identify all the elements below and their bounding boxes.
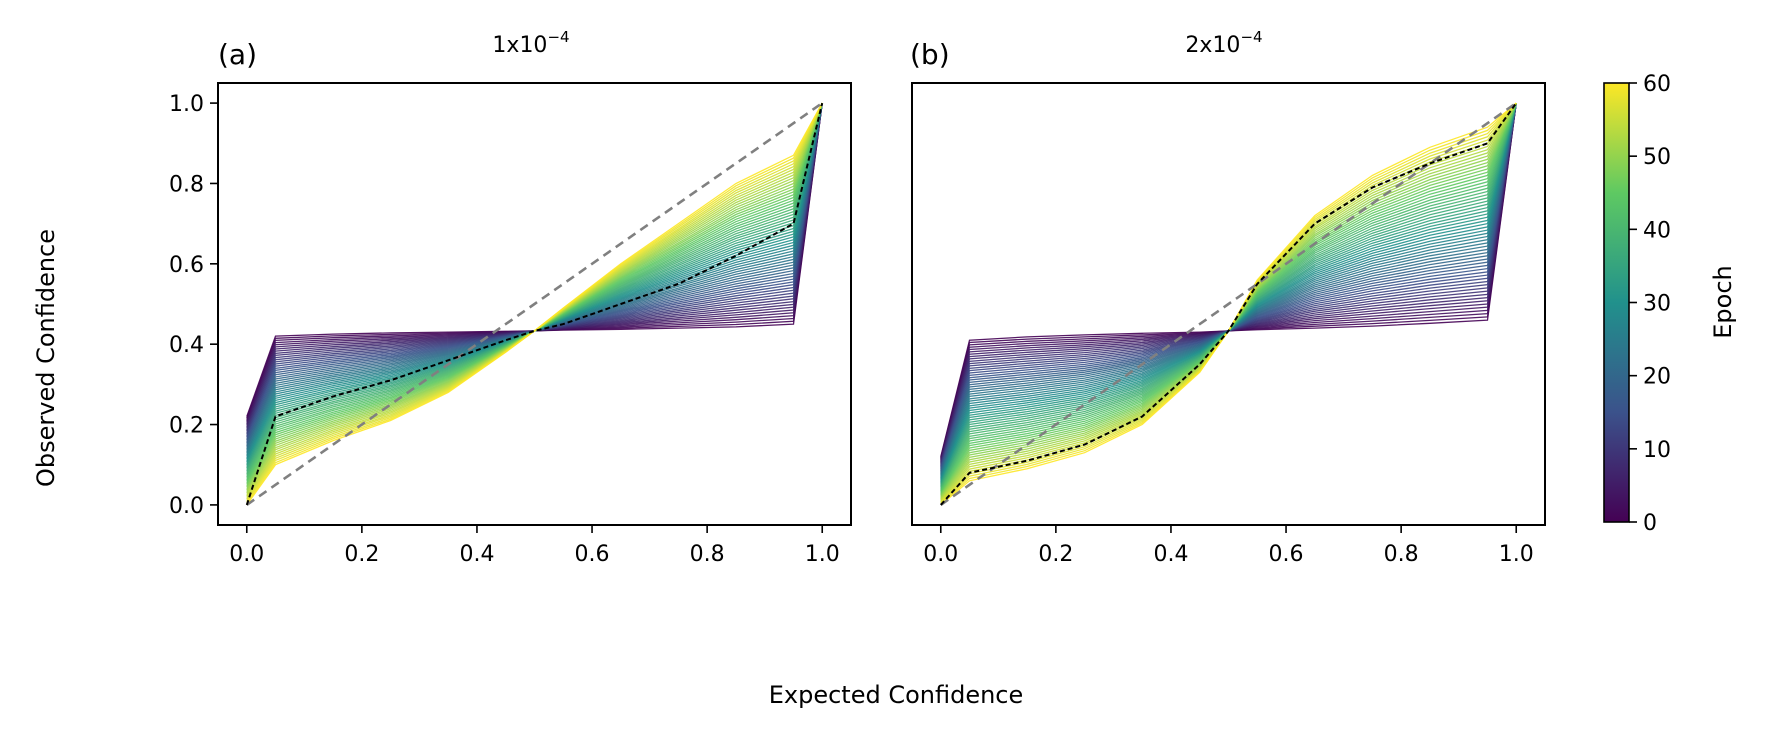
epoch-line <box>246 102 823 454</box>
colorbar-tick-label: 60 <box>1643 72 1671 97</box>
x-tick-label: 0.8 <box>690 542 725 567</box>
y-tick-label: 0.8 <box>169 172 204 197</box>
y-tick-label: 0.2 <box>169 414 204 439</box>
y-tick-label: 1.0 <box>169 92 204 117</box>
x-tick-label: 0.0 <box>923 542 958 567</box>
epoch-line <box>940 102 1517 471</box>
colorbar-ticks: 0 10 20 30 40 50 60 <box>1629 72 1671 536</box>
panel-a: 0.0 0.2 0.4 0.6 0.8 1.0 0.0 0.2 0.4 0.6 0.8 1.0 (a)… <box>169 28 852 567</box>
panel-a-axes: 0.0 0.2 0.4 0.6 0.8 1.0 0.0 0.2 0.4 0.6 0.8 1.0 <box>169 82 852 567</box>
epoch-line <box>940 102 1517 470</box>
y-tick-label: 0.4 <box>169 333 204 358</box>
y-tick-label: 0.6 <box>169 253 204 278</box>
highlight-line <box>940 102 1518 506</box>
x-tick-label: 0.4 <box>459 542 494 567</box>
y-axis-label: Observed Confidence <box>32 229 60 487</box>
reference-line <box>940 102 1517 506</box>
panel-a-label: (a) <box>218 38 257 71</box>
epoch-line <box>940 103 1517 465</box>
colorbar-label: Epoch <box>1709 265 1737 339</box>
panel-b-title: 2x10−4 <box>1185 28 1262 58</box>
epoch-line <box>246 103 823 429</box>
x-tick-label: 0.8 <box>1384 542 1419 567</box>
epoch-line <box>940 102 1517 489</box>
axes-frame <box>217 82 852 526</box>
colorbar-tick-label: 20 <box>1643 365 1671 390</box>
highlight-line <box>245 102 824 506</box>
epoch-line <box>246 102 823 439</box>
x-tick-label: 0.6 <box>575 542 610 567</box>
axes-frame <box>911 82 1546 526</box>
x-tick-label: 0.2 <box>1038 542 1073 567</box>
colorbar: 0 10 20 30 40 50 60 Epoch <box>1603 72 1737 536</box>
x-tick-label: 0.0 <box>229 542 264 567</box>
panel-a-lines <box>245 102 824 506</box>
panel-b-lines <box>940 102 1518 506</box>
colorbar-tick-label: 30 <box>1643 292 1671 317</box>
epoch-line <box>246 103 823 425</box>
panel-b: 0.0 0.2 0.4 0.6 0.8 1.0 (b) 2x10−4 <box>910 28 1546 567</box>
epoch-line <box>246 102 823 506</box>
colorbar-gradient <box>1603 82 1630 523</box>
panel-b-label: (b) <box>910 38 950 71</box>
epoch-line <box>940 102 1517 468</box>
x-axis-label: Expected Confidence <box>769 681 1024 709</box>
epoch-line <box>940 102 1517 484</box>
x-tick-label: 0.6 <box>1269 542 1304 567</box>
panel-b-axes: 0.0 0.2 0.4 0.6 0.8 1.0 <box>911 82 1546 567</box>
epoch-line <box>246 103 823 435</box>
colorbar-tick-label: 50 <box>1643 145 1671 170</box>
x-tick-label: 1.0 <box>805 542 840 567</box>
epoch-line <box>246 102 823 444</box>
x-tick-label: 0.2 <box>344 542 379 567</box>
x-tick-label: 0.4 <box>1153 542 1188 567</box>
x-tick-label: 1.0 <box>1499 542 1534 567</box>
colorbar-tick-label: 10 <box>1643 438 1671 463</box>
colorbar-tick-label: 40 <box>1643 218 1671 243</box>
reference-line <box>246 102 823 506</box>
colorbar-tick-label: 0 <box>1643 511 1657 536</box>
epoch-line <box>940 102 1517 483</box>
panel-a-title: 1x10−4 <box>492 28 569 58</box>
y-tick-label: 0.0 <box>169 494 204 519</box>
